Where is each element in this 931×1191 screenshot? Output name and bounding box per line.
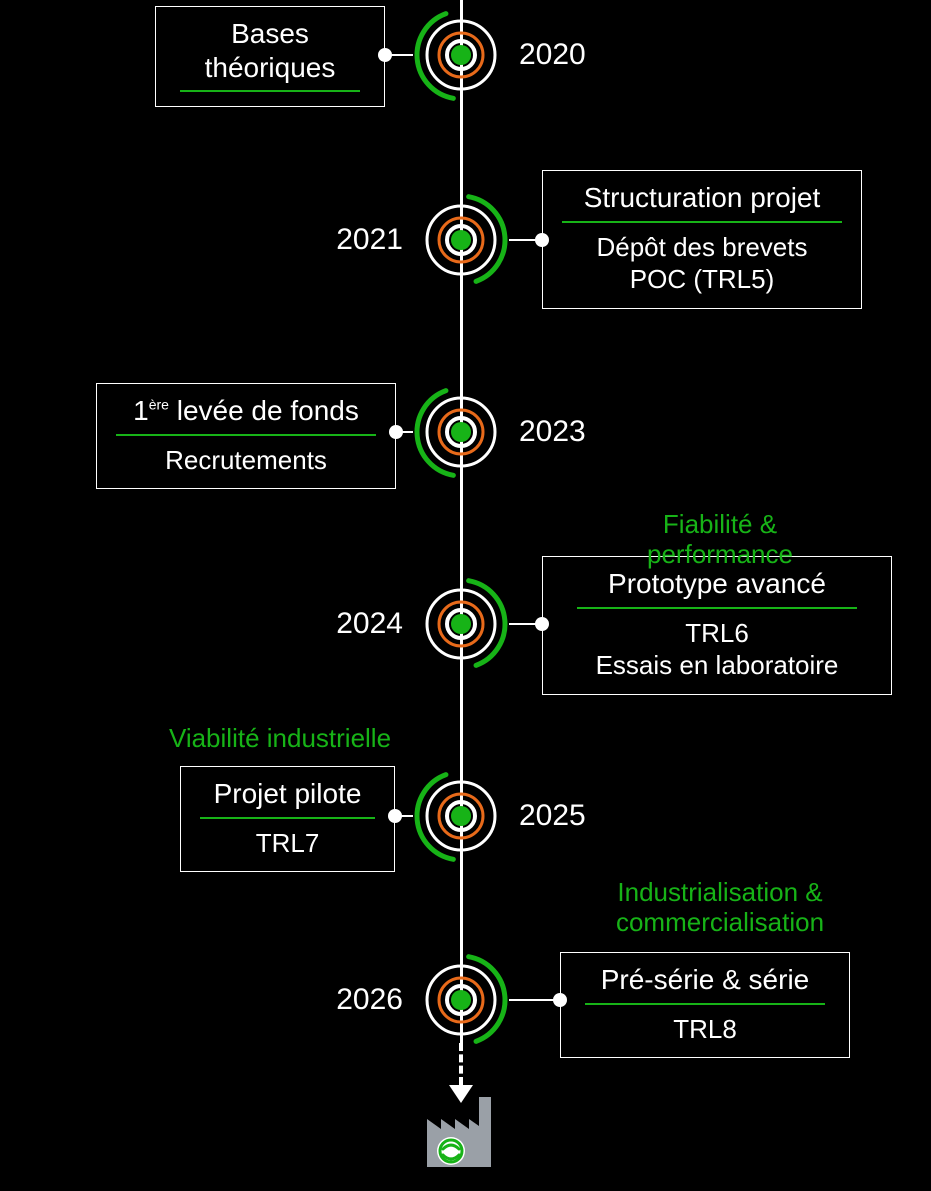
timeline-axis <box>460 0 463 1043</box>
phase-tag: Industrialisation & commercialisation <box>616 878 824 938</box>
card-title: Pré-série & série <box>579 963 831 997</box>
milestone-node <box>411 574 511 674</box>
milestone-node <box>411 766 511 866</box>
year-label: 2025 <box>519 799 586 833</box>
milestone-card: Bases théoriques <box>155 6 385 107</box>
card-subtitle: TRL8 <box>579 1013 831 1046</box>
card-underline <box>562 221 842 223</box>
card-subtitle: Dépôt des brevets POC (TRL5) <box>561 231 843 296</box>
factory-icon <box>421 1093 501 1173</box>
timeline-stage: 2020 Bases théoriques 2021 Structuration pr… <box>0 0 931 1191</box>
milestone-card: Structuration projet Dépôt des brevets PO… <box>542 170 862 309</box>
card-subtitle: TRL7 <box>199 827 376 860</box>
card-underline <box>585 1003 825 1005</box>
milestone-card: Projet pilote TRL7 <box>180 766 395 872</box>
card-underline <box>116 434 376 436</box>
phase-tag: Fiabilité & performance <box>615 510 826 570</box>
year-label: 2024 <box>336 607 403 641</box>
milestone-card: 1ère levée de fonds Recrutements <box>96 383 396 489</box>
card-subtitle: Recrutements <box>115 444 377 477</box>
milestone-node <box>411 5 511 105</box>
card-title: Prototype avancé <box>561 567 873 601</box>
year-label: 2026 <box>336 983 403 1017</box>
milestone-card: Prototype avancé TRL6 Essais en laboratoi… <box>542 556 892 695</box>
milestone-node <box>411 190 511 290</box>
year-label: 2021 <box>336 223 403 257</box>
card-underline <box>577 607 857 609</box>
card-title: 1ère levée de fonds <box>115 394 377 428</box>
milestone-card: Pré-série & série TRL8 <box>560 952 850 1058</box>
milestone-node <box>411 382 511 482</box>
year-label: 2020 <box>519 38 586 72</box>
card-underline <box>180 90 360 92</box>
card-title: Projet pilote <box>199 777 376 811</box>
card-subtitle: TRL6 Essais en laboratoire <box>561 617 873 682</box>
year-label: 2023 <box>519 415 586 449</box>
card-underline <box>200 817 375 819</box>
milestone-node <box>411 950 511 1050</box>
card-title: Bases théoriques <box>174 17 366 84</box>
phase-tag: Viabilité industrielle <box>169 724 391 754</box>
card-title: Structuration projet <box>561 181 843 215</box>
